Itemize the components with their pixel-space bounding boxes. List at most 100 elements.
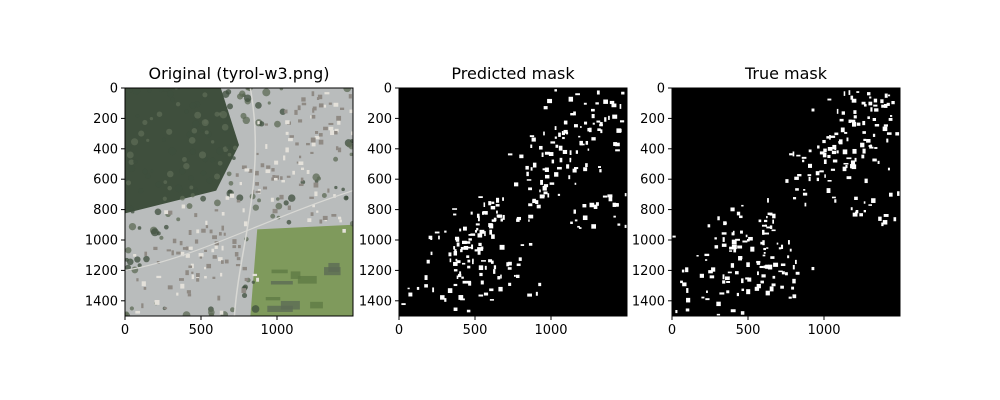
- building-pixel: [855, 210, 859, 214]
- roof: [333, 194, 336, 198]
- building-pixel: [675, 310, 678, 314]
- building-pixel: [453, 307, 458, 311]
- building-pixel: [811, 108, 815, 112]
- building-pixel: [544, 167, 549, 172]
- building-pixel: [816, 177, 820, 182]
- building-pixel: [466, 309, 471, 313]
- tree-texture: [182, 311, 191, 316]
- roof: [182, 247, 187, 250]
- building-pixel: [543, 191, 548, 195]
- roof: [221, 245, 224, 251]
- building-pixel: [497, 214, 503, 218]
- building-pixel: [593, 204, 598, 209]
- building-pixel: [757, 271, 759, 276]
- tree-texture: [129, 306, 134, 311]
- roof: [221, 212, 225, 216]
- building-pixel: [830, 168, 836, 171]
- roof: [323, 126, 328, 131]
- tree-texture: [243, 94, 252, 102]
- y-tick-label: 200: [367, 112, 392, 127]
- building-pixel: [495, 204, 500, 207]
- roof: [324, 218, 328, 222]
- building-pixel: [719, 292, 725, 295]
- building-pixel: [869, 144, 872, 149]
- roof: [322, 215, 328, 221]
- roof: [196, 273, 200, 278]
- building-pixel: [459, 228, 462, 232]
- building-pixel: [834, 147, 837, 151]
- roof: [205, 225, 209, 229]
- building-pixel: [578, 227, 582, 229]
- tree-texture: [231, 156, 236, 161]
- x-tick-label: 0: [668, 323, 676, 338]
- building-pixel: [745, 277, 750, 280]
- building-pixel: [827, 146, 833, 151]
- building-pixel: [881, 104, 885, 108]
- building-pixel: [570, 221, 573, 225]
- roof: [289, 135, 294, 138]
- building-pixel: [832, 159, 838, 163]
- building-pixel: [540, 179, 544, 185]
- building-pixel: [479, 229, 485, 234]
- roof: [262, 186, 268, 190]
- roof: [336, 115, 342, 121]
- building-pixel: [705, 298, 710, 301]
- roof: [144, 251, 148, 257]
- building-pixel: [468, 281, 472, 286]
- building-pixel: [741, 204, 744, 207]
- building-pixel: [819, 151, 825, 155]
- building-pixel: [615, 149, 620, 152]
- roof: [297, 105, 301, 111]
- roof: [312, 108, 315, 113]
- tree-texture: [163, 180, 168, 184]
- building-pixel: [696, 255, 699, 257]
- tree-texture: [222, 90, 230, 98]
- building-pixel: [532, 199, 537, 204]
- building-pixel: [829, 135, 831, 140]
- building-pixel: [823, 148, 827, 153]
- roof: [196, 275, 199, 279]
- building-pixel: [834, 199, 837, 203]
- roof: [204, 275, 207, 279]
- roof: [196, 229, 200, 234]
- building-pixel: [483, 202, 486, 208]
- roof: [337, 147, 342, 153]
- building-pixel: [822, 139, 826, 144]
- y-tick-label: 600: [367, 173, 392, 188]
- roof: [214, 245, 218, 249]
- tree-texture: [230, 307, 235, 313]
- building-pixel: [572, 168, 577, 173]
- building-pixel: [459, 271, 462, 276]
- tree-texture: [183, 162, 190, 170]
- building-pixel: [478, 247, 484, 251]
- building-pixel: [573, 111, 576, 116]
- roof: [323, 104, 327, 108]
- roof: [314, 191, 318, 197]
- building-pixel: [726, 290, 730, 294]
- tree-texture: [154, 208, 162, 216]
- tree-texture: [188, 137, 196, 144]
- building-pixel: [891, 101, 895, 105]
- roof: [180, 283, 185, 289]
- tree-texture: [142, 119, 148, 126]
- building-pixel: [569, 150, 572, 155]
- tree-texture: [159, 235, 164, 240]
- building-pixel: [587, 127, 591, 132]
- building-pixel: [861, 154, 865, 159]
- building-pixel: [699, 273, 704, 278]
- building-pixel: [488, 259, 493, 263]
- building-pixel: [767, 264, 773, 270]
- tree-texture: [228, 180, 234, 186]
- tree-texture: [274, 120, 281, 128]
- roof: [236, 199, 241, 203]
- tree-texture: [191, 120, 200, 128]
- building-pixel: [761, 224, 766, 227]
- y-tick-label: 0: [384, 82, 392, 97]
- tree-texture: [194, 111, 202, 119]
- building-pixel: [738, 256, 743, 261]
- building-pixel: [838, 139, 843, 145]
- building-pixel: [863, 209, 866, 213]
- x-tick-label: 1000: [534, 323, 567, 338]
- building-pixel: [729, 246, 733, 250]
- building-pixel: [461, 262, 466, 265]
